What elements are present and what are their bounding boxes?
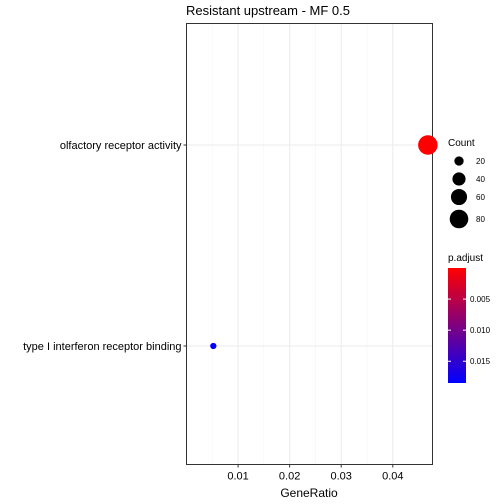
x-axis-title: GeneRatio <box>280 486 338 500</box>
x-tick-label: 0.02 <box>279 471 300 483</box>
count-legend-label: 20 <box>476 157 485 166</box>
x-tick-label: 0.01 <box>227 471 248 483</box>
x-tick-label: 0.03 <box>331 471 352 483</box>
y-tick-label: type I interferon receptor binding <box>23 341 181 353</box>
data-point <box>210 342 217 350</box>
count-legend-title: Count <box>448 138 475 149</box>
count-legend-key <box>454 156 464 166</box>
p-adjust-legend-title: p.adjust <box>448 253 483 264</box>
count-legend-label: 40 <box>476 175 485 184</box>
plot-panel <box>186 23 433 465</box>
count-legend: Count 20 40 60 80 <box>448 138 485 229</box>
y-tick-label: olfactory receptor activity <box>60 140 182 152</box>
data-point <box>418 135 438 155</box>
chart-title: Resistant upstream - MF 0.5 <box>186 3 350 18</box>
colorbar-label: 0.010 <box>470 326 491 335</box>
colorbar-label: 0.015 <box>470 357 491 366</box>
count-legend-key <box>449 209 469 229</box>
data-points <box>210 135 438 350</box>
x-tick-label: 0.04 <box>382 471 403 483</box>
p-adjust-legend: p.adjust 0.005 0.010 0.015 <box>448 253 491 383</box>
count-legend-label: 80 <box>476 215 485 224</box>
grid-lines <box>186 23 433 465</box>
y-axis: olfactory receptor activity type I interf… <box>23 140 187 353</box>
count-legend-key <box>452 172 466 186</box>
colorbar-label: 0.005 <box>470 295 491 304</box>
x-axis: 0.01 0.02 0.03 0.04 <box>227 464 404 483</box>
count-legend-label: 60 <box>476 193 485 202</box>
p-adjust-colorbar <box>448 268 466 383</box>
count-legend-key <box>450 188 468 206</box>
